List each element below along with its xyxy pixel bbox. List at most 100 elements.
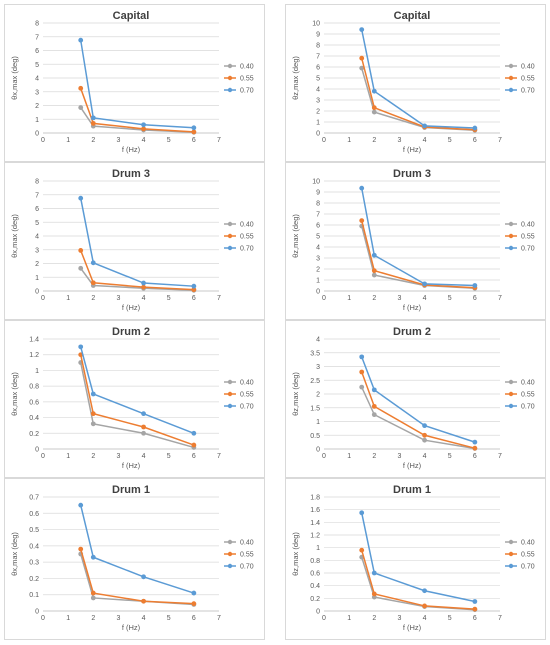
legend-label: 0.55: [521, 234, 535, 241]
x-tick-label: 6: [192, 137, 196, 144]
x-tick-label: 5: [448, 137, 452, 144]
data-point: [141, 122, 146, 128]
y-tick-label: 0.5: [310, 433, 320, 440]
legend-marker: [508, 75, 514, 81]
data-point: [90, 115, 96, 121]
data-point: [78, 105, 84, 110]
series-line: [79, 553, 194, 606]
legend-label: 0.40: [240, 64, 254, 71]
x-tick-label: 4: [142, 453, 146, 460]
y-tick-label: 5: [35, 62, 39, 69]
legend-marker: [508, 403, 514, 409]
legend-label: 0.70: [521, 404, 535, 411]
y-tick-label: 5: [316, 234, 320, 241]
data-point: [78, 37, 84, 43]
legend-label: 0.40: [521, 380, 535, 387]
x-tick-label: 1: [347, 137, 351, 144]
y-axis-label: θx,max (deg): [10, 56, 19, 100]
y-tick-label: 10: [312, 21, 320, 28]
x-tick-label: 1: [347, 295, 351, 302]
data-point: [78, 248, 84, 253]
legend-marker: [508, 221, 514, 227]
legend-label: 0.55: [240, 76, 254, 83]
y-tick-label: 3: [35, 89, 39, 96]
x-tick-label: 1: [347, 453, 351, 460]
legend-label: 0.40: [240, 380, 254, 387]
y-tick-label: 2: [316, 392, 320, 399]
y-tick-label: 0.8: [310, 558, 320, 565]
y-tick-label: 8: [316, 201, 320, 208]
series-line: [360, 549, 475, 610]
x-tick-label: 0: [322, 453, 326, 460]
y-tick-label: 8: [35, 21, 39, 28]
data-point: [422, 437, 427, 443]
data-point: [422, 281, 427, 287]
series-line: [360, 58, 475, 131]
data-point: [359, 510, 365, 516]
legend-label: 0.40: [240, 222, 254, 229]
x-axis-label: f (Hz): [122, 623, 141, 632]
legend-marker: [227, 391, 233, 397]
y-tick-label: 2: [35, 103, 39, 110]
data-point: [90, 411, 96, 417]
legend-marker: [227, 233, 233, 239]
chart-svg: Drum 3 0 1 2 3 4 5 6 7 8 0 1 2 3 4 5 6 7 f (Hz) θx,max (deg…: [10, 168, 254, 312]
y-tick-label: 1: [35, 275, 39, 282]
x-tick-label: 2: [91, 137, 95, 144]
y-tick-label: 7: [316, 212, 320, 219]
x-tick-label: 1: [66, 453, 70, 460]
y-tick-label: 0: [35, 289, 39, 296]
x-tick-label: 5: [448, 615, 452, 622]
y-tick-label: 7: [35, 34, 39, 41]
data-point: [141, 280, 146, 286]
legend-label: 0.70: [521, 564, 535, 571]
y-tick-label: 0: [316, 131, 320, 138]
x-tick-label: 0: [41, 453, 45, 460]
x-tick-label: 2: [91, 453, 95, 460]
legend-marker: [508, 233, 514, 239]
data-point: [191, 283, 197, 289]
legend-marker: [508, 63, 514, 69]
y-tick-label: 0.2: [29, 576, 39, 583]
y-tick-label: 0.4: [29, 543, 39, 550]
data-point: [90, 260, 96, 266]
data-point: [90, 391, 96, 397]
x-tick-label: 7: [217, 295, 221, 302]
data-point: [422, 123, 427, 129]
y-tick-label: 0.5: [29, 527, 39, 534]
legend-marker: [227, 551, 233, 557]
y-tick-label: 0.6: [29, 399, 39, 406]
data-point: [141, 411, 146, 417]
y-tick-label: 0.3: [29, 560, 39, 567]
series-line: [80, 267, 194, 292]
chart-panel-capital-z: Capital 0 1 2 3 4 5 6 7 8 9 10 0 1 2 3 4 5 6 7 f (Hz) θz,max …: [285, 4, 546, 162]
legend-marker: [508, 551, 514, 557]
y-tick-label: 6: [316, 223, 320, 230]
data-point: [191, 287, 197, 293]
y-tick-label: 0: [316, 289, 320, 296]
x-axis-label: f (Hz): [122, 145, 141, 154]
data-point: [141, 126, 146, 132]
legend-marker: [508, 245, 514, 251]
data-point: [191, 442, 197, 448]
legend-marker: [227, 539, 233, 545]
data-point: [78, 265, 84, 271]
x-tick-label: 2: [372, 615, 376, 622]
data-point: [359, 384, 365, 390]
x-tick-label: 3: [116, 137, 120, 144]
chart-panel-drum3-z: Drum 3 0 1 2 3 4 5 6 7 8 9 10 0 1 2 3 4 5 6 7 f (Hz) θz,max (…: [285, 162, 546, 320]
data-point: [371, 88, 377, 94]
y-tick-label: 0: [316, 609, 320, 616]
data-point: [141, 284, 146, 290]
x-tick-label: 7: [217, 137, 221, 144]
legend-marker: [227, 379, 233, 385]
chart-svg: Drum 1 0 0.2 0.4 0.6 0.8 1 1.2 1.4 1.6 1.8 0 1 2 3 4 5 6 7…: [291, 484, 535, 632]
legend-label: 0.70: [521, 246, 535, 253]
chart-panel-drum2-x: Drum 2 0 0.2 0.4 0.6 0.8 1 1.2 1.4 0 1 2 3 4 5 6 7 f (Hz)…: [4, 320, 265, 478]
data-point: [371, 109, 377, 115]
data-point: [359, 369, 365, 375]
legend-label: 0.70: [240, 564, 254, 571]
chart-svg: Drum 2 0 0.2 0.4 0.6 0.8 1 1.2 1.4 0 1 2 3 4 5 6 7 f (Hz)…: [10, 326, 254, 470]
series-line: [80, 88, 194, 133]
y-tick-label: 5: [35, 220, 39, 227]
